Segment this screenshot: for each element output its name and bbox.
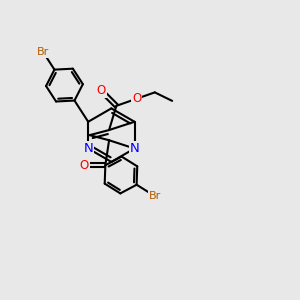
Text: Br: Br [149,191,161,201]
Text: O: O [79,159,88,172]
Text: Br: Br [37,47,49,57]
Text: O: O [97,84,106,97]
Text: N: N [130,142,140,155]
Text: O: O [132,92,141,105]
Text: N: N [83,142,93,155]
